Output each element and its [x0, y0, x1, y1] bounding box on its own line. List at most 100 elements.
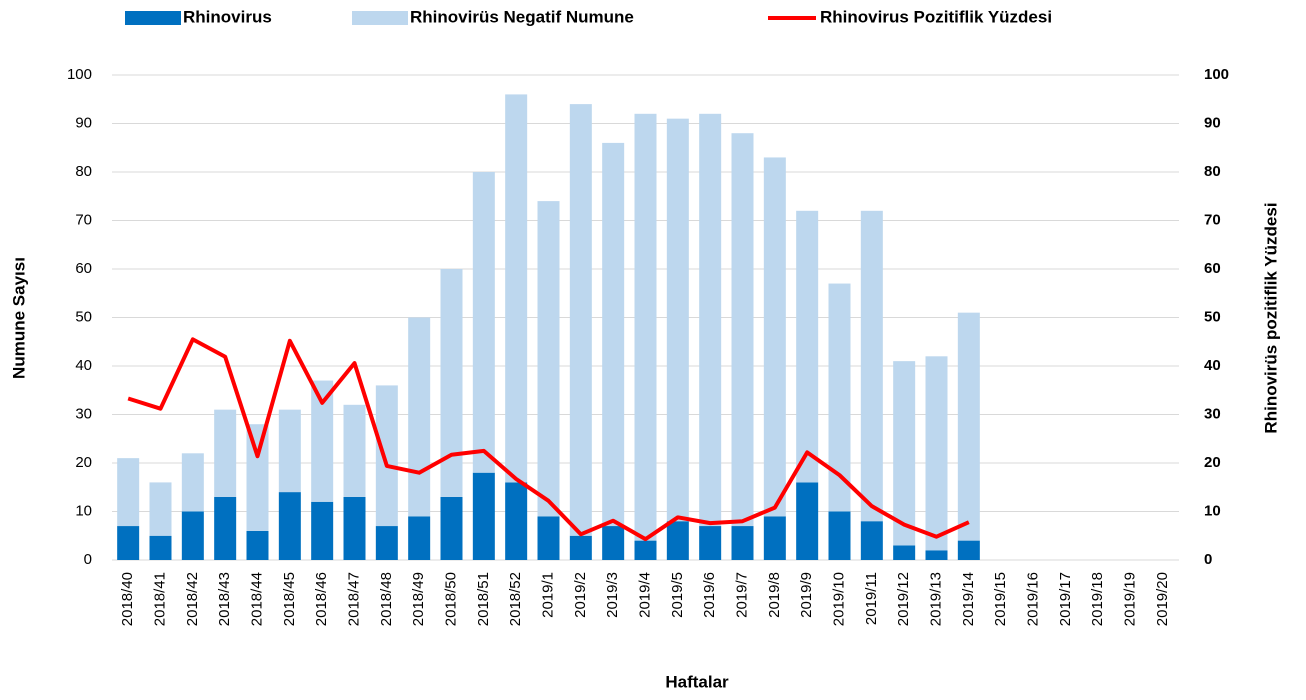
- legend-label: Rhinovirus Pozitiflik Yüzdesi: [820, 7, 1052, 26]
- bar: [763, 516, 786, 560]
- x-tick-label: 2018/52: [507, 572, 524, 626]
- bar: [957, 312, 980, 541]
- x-tick-label: 2018/49: [410, 572, 427, 626]
- bar: [860, 210, 883, 522]
- y-tick-label: 100: [67, 66, 92, 83]
- x-tick-label: 2019/20: [1154, 572, 1171, 626]
- bar: [828, 283, 851, 512]
- bar: [408, 516, 431, 560]
- bar: [311, 380, 334, 502]
- y2-tick-label: 30: [1204, 405, 1221, 422]
- legend-swatch: [352, 11, 408, 25]
- y2-tick-label: 50: [1204, 308, 1221, 325]
- y2-axis-title: Rhinovirüs pozitiflik Yüzdesi: [1261, 202, 1280, 433]
- x-tick-label: 2018/42: [184, 572, 201, 626]
- bar: [181, 453, 204, 512]
- bar: [828, 511, 851, 560]
- bar: [699, 526, 722, 560]
- bar: [278, 492, 301, 560]
- x-tick-label: 2018/48: [378, 572, 395, 626]
- x-tick-label: 2019/3: [604, 572, 621, 618]
- bar: [796, 482, 819, 560]
- y-axis-title: Numune Sayısı: [9, 257, 28, 379]
- y-tick-label: 20: [75, 454, 92, 471]
- y-tick-label: 0: [84, 551, 92, 568]
- x-tick-label: 2019/2: [572, 572, 589, 618]
- legend-label: Rhinovirüs Negatif Numune: [410, 7, 634, 26]
- x-tick-label: 2019/11: [863, 572, 880, 625]
- bar: [602, 142, 625, 527]
- y2-tick-label: 80: [1204, 163, 1221, 180]
- x-tick-label: 2019/13: [927, 572, 944, 626]
- y2-tick-label: 100: [1204, 66, 1229, 83]
- bar: [505, 94, 528, 483]
- bar: [472, 172, 495, 473]
- x-tick-label: 2018/50: [442, 572, 459, 626]
- x-tick-label: 2018/46: [313, 572, 330, 626]
- bar: [375, 526, 398, 560]
- y-tick-label: 50: [75, 308, 92, 325]
- bar: [343, 496, 366, 560]
- bar: [634, 540, 657, 560]
- x-tick-label: 2019/18: [1089, 572, 1106, 626]
- x-tick-label: 2019/5: [669, 572, 686, 618]
- bar: [893, 361, 916, 546]
- y-tick-label: 70: [75, 211, 92, 228]
- bar: [246, 424, 269, 531]
- bar: [666, 521, 689, 560]
- bar: [343, 404, 366, 497]
- legend-label: Rhinovirus: [183, 7, 272, 26]
- x-tick-label: 2019/1: [539, 572, 556, 618]
- x-tick-label: 2019/16: [1024, 572, 1041, 626]
- bar: [731, 133, 754, 527]
- bar: [117, 458, 140, 527]
- bar: [537, 201, 560, 517]
- x-tick-label: 2019/10: [830, 572, 847, 626]
- y-tick-label: 60: [75, 260, 92, 277]
- y-tick-label: 30: [75, 405, 92, 422]
- bar: [149, 482, 172, 536]
- line: [127, 337, 970, 542]
- x-tick-label: 2019/6: [701, 572, 718, 618]
- x-tick-label: 2018/41: [151, 572, 168, 626]
- y-tick-label: 10: [75, 502, 92, 519]
- x-tick-label: 2019/14: [960, 572, 977, 626]
- bar: [375, 385, 398, 527]
- y2-tick-label: 70: [1204, 211, 1221, 228]
- y-tick-label: 40: [75, 357, 92, 374]
- bar: [666, 118, 689, 522]
- bar: [408, 317, 431, 517]
- x-tick-label: 2019/19: [1121, 572, 1138, 626]
- x-tick-label: 2018/45: [281, 572, 298, 626]
- bar: [731, 526, 754, 560]
- bar: [860, 521, 883, 560]
- x-tick-label: 2018/40: [119, 572, 136, 626]
- bar: [117, 526, 140, 560]
- bar: [634, 113, 657, 541]
- legend-swatch: [125, 11, 181, 25]
- x-tick-label: 2018/44: [248, 572, 265, 626]
- x-tick-label: 2019/17: [1057, 572, 1074, 626]
- y2-tick-label: 40: [1204, 357, 1221, 374]
- x-tick-label: 2019/4: [636, 572, 653, 618]
- y2-tick-label: 0: [1204, 551, 1212, 568]
- bar: [925, 356, 948, 551]
- bar: [569, 535, 592, 560]
- bar: [214, 496, 237, 560]
- x-axis-title: Haftalar: [665, 672, 729, 691]
- y2-tick-label: 60: [1204, 260, 1221, 277]
- bar: [311, 501, 334, 560]
- bar: [278, 409, 301, 493]
- bar: [149, 535, 172, 560]
- bar: [602, 526, 625, 560]
- x-tick-label: 2019/9: [798, 572, 815, 618]
- x-tick-label: 2019/8: [766, 572, 783, 618]
- y2-tick-label: 10: [1204, 502, 1221, 519]
- x-tick-label: 2019/7: [733, 572, 750, 618]
- bar: [699, 113, 722, 527]
- y-tick-label: 80: [75, 163, 92, 180]
- bar: [537, 516, 560, 560]
- bar: [505, 482, 528, 560]
- bar: [440, 269, 463, 497]
